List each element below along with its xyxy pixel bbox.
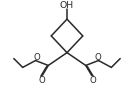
Text: O: O xyxy=(94,53,101,62)
Text: O: O xyxy=(89,76,96,85)
Text: O: O xyxy=(38,76,45,85)
Text: OH: OH xyxy=(60,1,74,10)
Text: O: O xyxy=(33,53,40,62)
